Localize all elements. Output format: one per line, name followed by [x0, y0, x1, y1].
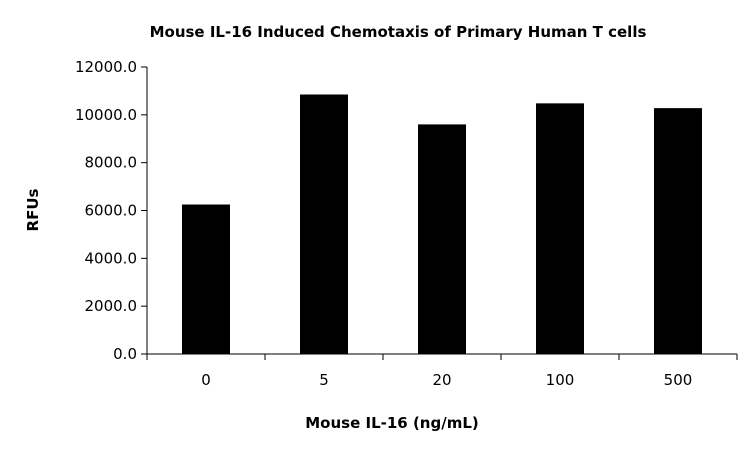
bar-5 — [300, 94, 348, 355]
y-tick-label: 0.0 — [113, 345, 137, 363]
bar-20 — [418, 124, 466, 355]
y-tick-label: 10000.0 — [75, 106, 137, 124]
x-tick-label: 500 — [664, 371, 693, 389]
y-tick-label: 8000.0 — [85, 154, 138, 172]
chart-title: Mouse IL-16 Induced Chemotaxis of Primar… — [150, 23, 647, 41]
y-tick-label: 12000.0 — [75, 58, 137, 76]
x-tick-label: 0 — [201, 371, 211, 389]
x-tick-label: 20 — [432, 371, 451, 389]
bar-0 — [182, 204, 230, 354]
x-tick-label: 100 — [546, 371, 575, 389]
y-axis-title: RFUs — [24, 188, 42, 231]
bar-500 — [654, 108, 702, 355]
y-tick-label: 4000.0 — [85, 249, 138, 267]
bar-100 — [536, 103, 584, 354]
plot-area: 0.0 2000.0 4000.0 6000.0 8000.0 10000.0 12000.… — [75, 58, 738, 389]
bars — [182, 94, 702, 355]
y-tick-label: 2000.0 — [85, 297, 138, 315]
y-tick-label: 6000.0 — [85, 202, 138, 220]
y-axis-ticks: 0.0 2000.0 4000.0 6000.0 8000.0 10000.0 12000.… — [75, 58, 147, 363]
x-axis-ticks: 0 5 20 100 500 — [146, 354, 738, 389]
x-axis-title: Mouse IL-16 (ng/mL) — [305, 414, 479, 432]
x-tick-label: 5 — [319, 371, 329, 389]
